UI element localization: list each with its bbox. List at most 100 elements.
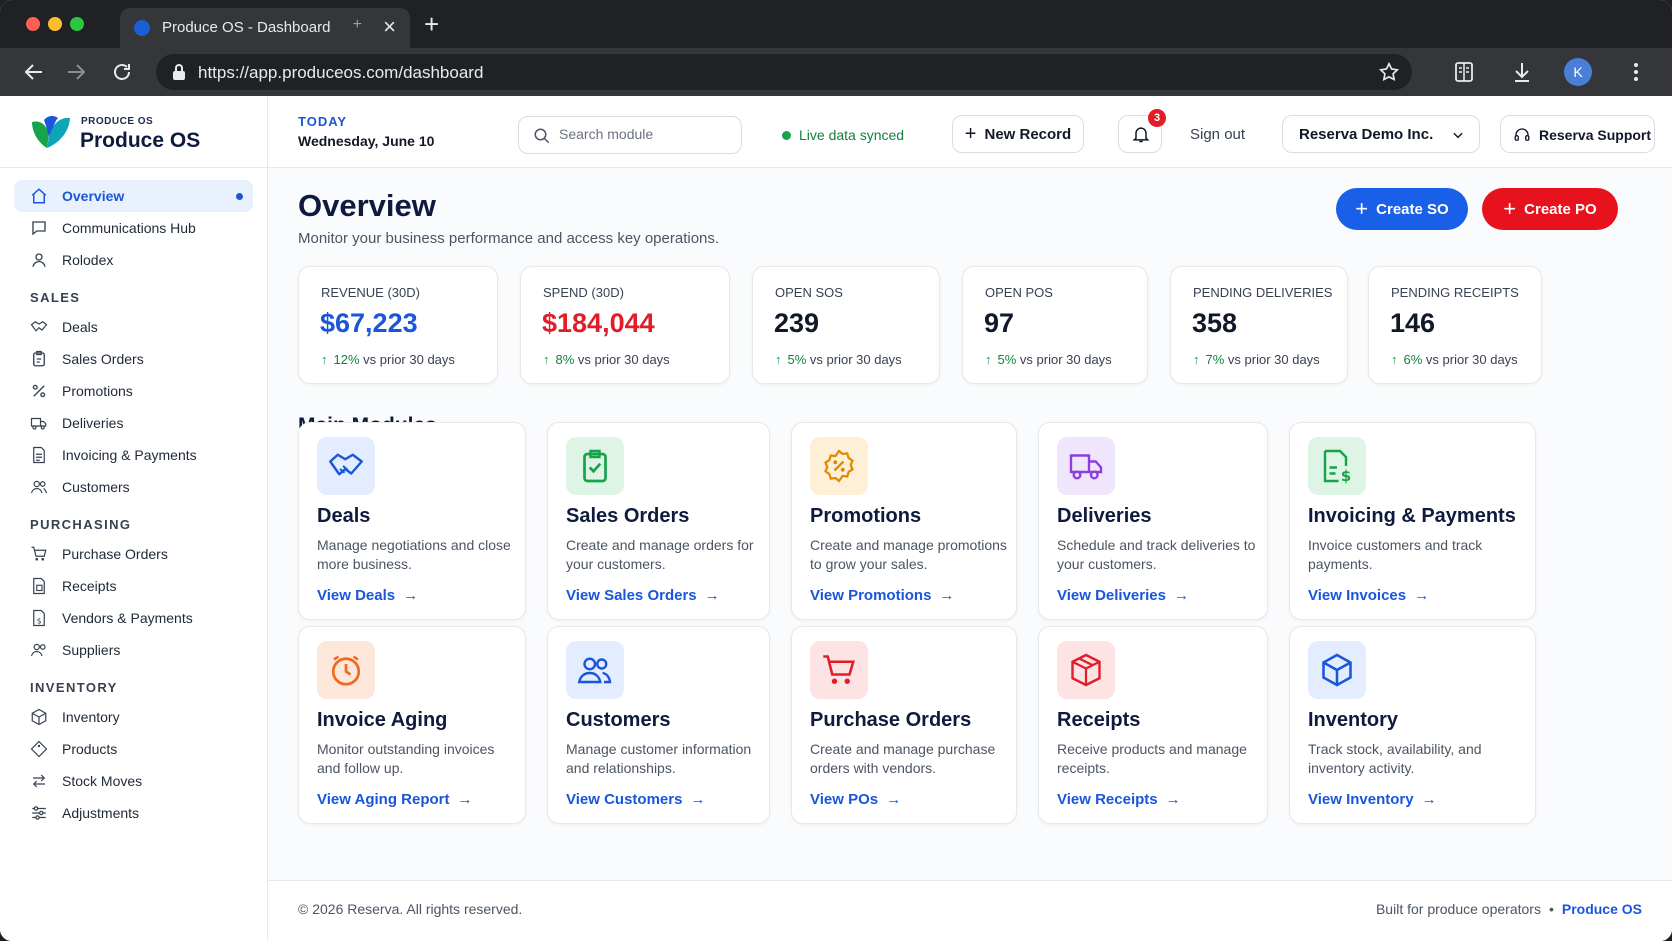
kpi-card[interactable]: REVENUE (30D) $67,223 ↑ 12% vs prior 30 day… — [298, 266, 498, 384]
module-link[interactable]: View Sales Orders → — [566, 587, 720, 604]
tab-plus-icon: + — [352, 16, 362, 33]
create-po-button[interactable]: + Create PO — [1482, 188, 1618, 230]
module-title: Inventory — [1308, 709, 1399, 731]
module-card[interactable]: Sales Orders Create and manage orders for… — [547, 422, 770, 620]
support-button[interactable]: Reserva Support — [1500, 115, 1655, 153]
sidebar-item-receipts[interactable]: Receipts — [14, 570, 253, 602]
module-card[interactable]: Promotions Create and manage promotions t… — [791, 422, 1017, 620]
sidebar-item-products[interactable]: Products — [14, 733, 253, 765]
sidebar-item-sales-orders[interactable]: Sales Orders — [14, 343, 253, 375]
address-bar[interactable]: https://app.produceos.com/dashboard — [156, 54, 1412, 90]
module-title: Promotions — [810, 505, 922, 527]
module-card[interactable]: Deals Manage negotiations and close more … — [298, 422, 526, 620]
kpi-card[interactable]: OPEN POS 97 ↑ 5% vs prior 30 days — [962, 266, 1148, 384]
sidebar-item-suppliers[interactable]: Suppliers — [14, 634, 253, 666]
module-card[interactable]: Inventory Track stock, availability, and … — [1289, 626, 1536, 824]
today-date: Wednesday, June 10 — [298, 133, 435, 149]
module-card[interactable]: Receipts Receive products and manage rece… — [1038, 626, 1268, 824]
sliders-icon — [32, 806, 46, 820]
browser-tab[interactable]: Produce OS - Dashboard + × — [120, 8, 410, 48]
minimize-window-button[interactable] — [48, 17, 62, 31]
module-card[interactable]: $ Invoicing & Payments Invoice customers a… — [1289, 422, 1536, 620]
module-link[interactable]: View Inventory → — [1308, 791, 1437, 808]
bookmark-star-icon[interactable] — [1378, 61, 1400, 83]
forward-arrow-icon[interactable] — [64, 60, 88, 84]
kpi-card[interactable]: OPEN SOS 239 ↑ 5% vs prior 30 days — [752, 266, 940, 384]
module-card[interactable]: Purchase Orders Create and manage purchas… — [791, 626, 1017, 824]
reload-icon[interactable] — [110, 60, 134, 84]
search-box[interactable] — [518, 116, 742, 154]
arrow-up-icon: ↑ — [1391, 352, 1398, 367]
chat-icon — [32, 221, 46, 236]
back-arrow-icon[interactable] — [22, 60, 46, 84]
company-selector[interactable]: Reserva Demo Inc. — [1282, 115, 1480, 153]
kpi-card[interactable]: PENDING DELIVERIES 358 ↑ 7% vs prior 30 day… — [1170, 266, 1348, 384]
kpi-delta-suffix: vs prior 30 days — [359, 352, 455, 367]
sign-out-link[interactable]: Sign out — [1190, 126, 1246, 143]
sidebar-item-rolodex[interactable]: Rolodex — [14, 244, 253, 276]
sidebar-item-deals[interactable]: Deals — [14, 311, 253, 343]
module-link[interactable]: View Deals → — [317, 587, 418, 604]
create-so-button[interactable]: + Create SO — [1336, 188, 1468, 230]
search-input[interactable] — [559, 126, 729, 142]
profile-avatar[interactable]: K — [1564, 58, 1592, 86]
sidebar-item-communications-hub[interactable]: Communications Hub — [14, 212, 253, 244]
sidebar-item-overview[interactable]: Overview — [14, 180, 253, 212]
module-link[interactable]: View POs → — [810, 791, 901, 808]
kpi-card[interactable]: PENDING RECEIPTS 146 ↑ 6% vs prior 30 days — [1368, 266, 1542, 384]
sidebar-item-invoicing-payments[interactable]: Invoicing & Payments — [14, 439, 253, 471]
sidebar: PRODUCE OS Produce OS Overview Communica… — [0, 96, 268, 941]
produce-os-logo-icon — [32, 115, 70, 148]
sidebar-item-label: Overview — [62, 188, 125, 204]
kpi-card[interactable]: SPEND (30D) $184,044 ↑ 8% vs prior 30 days — [520, 266, 730, 384]
module-link[interactable]: View Promotions → — [810, 587, 954, 604]
module-link[interactable]: View Aging Report → — [317, 791, 473, 808]
sidebar-item-deliveries[interactable]: Deliveries — [14, 407, 253, 439]
support-label: Reserva Support — [1539, 127, 1652, 143]
lock-icon — [173, 64, 185, 80]
download-icon[interactable] — [1510, 60, 1534, 84]
sidebar-section-inventory: INVENTORY — [30, 680, 118, 695]
sidebar-item-stock-moves[interactable]: Stock Moves — [14, 765, 253, 797]
browser-menu-icon[interactable] — [1624, 60, 1648, 84]
arrow-up-icon: ↑ — [543, 352, 550, 367]
module-title: Deals — [317, 505, 371, 527]
sidebar-item-inventory[interactable]: Inventory — [14, 701, 253, 733]
new-tab-button[interactable]: + — [424, 9, 440, 39]
close-window-button[interactable] — [26, 17, 40, 31]
users-icon — [30, 480, 48, 494]
kpi-delta: ↑ 8% vs prior 30 days — [543, 352, 670, 367]
sidebar-item-promotions[interactable]: Promotions — [14, 375, 253, 407]
footer-brand-link[interactable]: Produce OS — [1561, 901, 1642, 917]
notifications-button[interactable]: 3 — [1118, 109, 1166, 153]
sidebar-item-customers[interactable]: Customers — [14, 471, 253, 503]
module-card[interactable]: Customers Manage customer information and… — [547, 626, 770, 824]
sidebar-item-adjustments[interactable]: Adjustments — [14, 797, 253, 829]
browser-toolbar: https://app.produceos.com/dashboard K — [0, 48, 1672, 96]
module-link[interactable]: View Customers → — [566, 791, 705, 808]
sidebar-item-label: Promotions — [62, 383, 133, 399]
browser-titlebar: Produce OS - Dashboard + × + — [0, 0, 1672, 48]
module-card[interactable]: Invoice Aging Monitor outstanding invoice… — [298, 626, 526, 824]
module-link[interactable]: View Receipts → — [1057, 791, 1181, 808]
reader-mode-icon[interactable] — [1452, 60, 1476, 84]
module-icon-box — [566, 641, 624, 699]
new-record-button[interactable]: + New Record — [952, 115, 1084, 153]
module-card[interactable]: Deliveries Schedule and track deliveries … — [1038, 422, 1268, 620]
module-link[interactable]: View Invoices → — [1308, 587, 1429, 604]
close-tab-icon[interactable]: × — [383, 14, 396, 39]
kpi-delta-suffix: vs prior 30 days — [1224, 352, 1320, 367]
module-icon-box — [317, 437, 375, 495]
module-link[interactable]: View Deliveries → — [1057, 587, 1189, 604]
sidebar-item-vendors-payments[interactable]: $ Vendors & Payments — [14, 602, 253, 634]
kpi-delta: ↑ 6% vs prior 30 days — [1391, 352, 1518, 367]
search-icon — [534, 128, 550, 144]
sidebar-item-purchase-orders[interactable]: Purchase Orders — [14, 538, 253, 570]
sidebar-item-label: Rolodex — [62, 252, 114, 268]
sidebar-item-label: Products — [62, 741, 118, 757]
brand[interactable]: PRODUCE OS Produce OS — [0, 96, 267, 168]
person-icon — [32, 253, 46, 267]
sidebar-item-label: Vendors & Payments — [62, 610, 193, 626]
maximize-window-button[interactable] — [70, 17, 84, 31]
arrow-right-icon: → — [939, 587, 955, 604]
